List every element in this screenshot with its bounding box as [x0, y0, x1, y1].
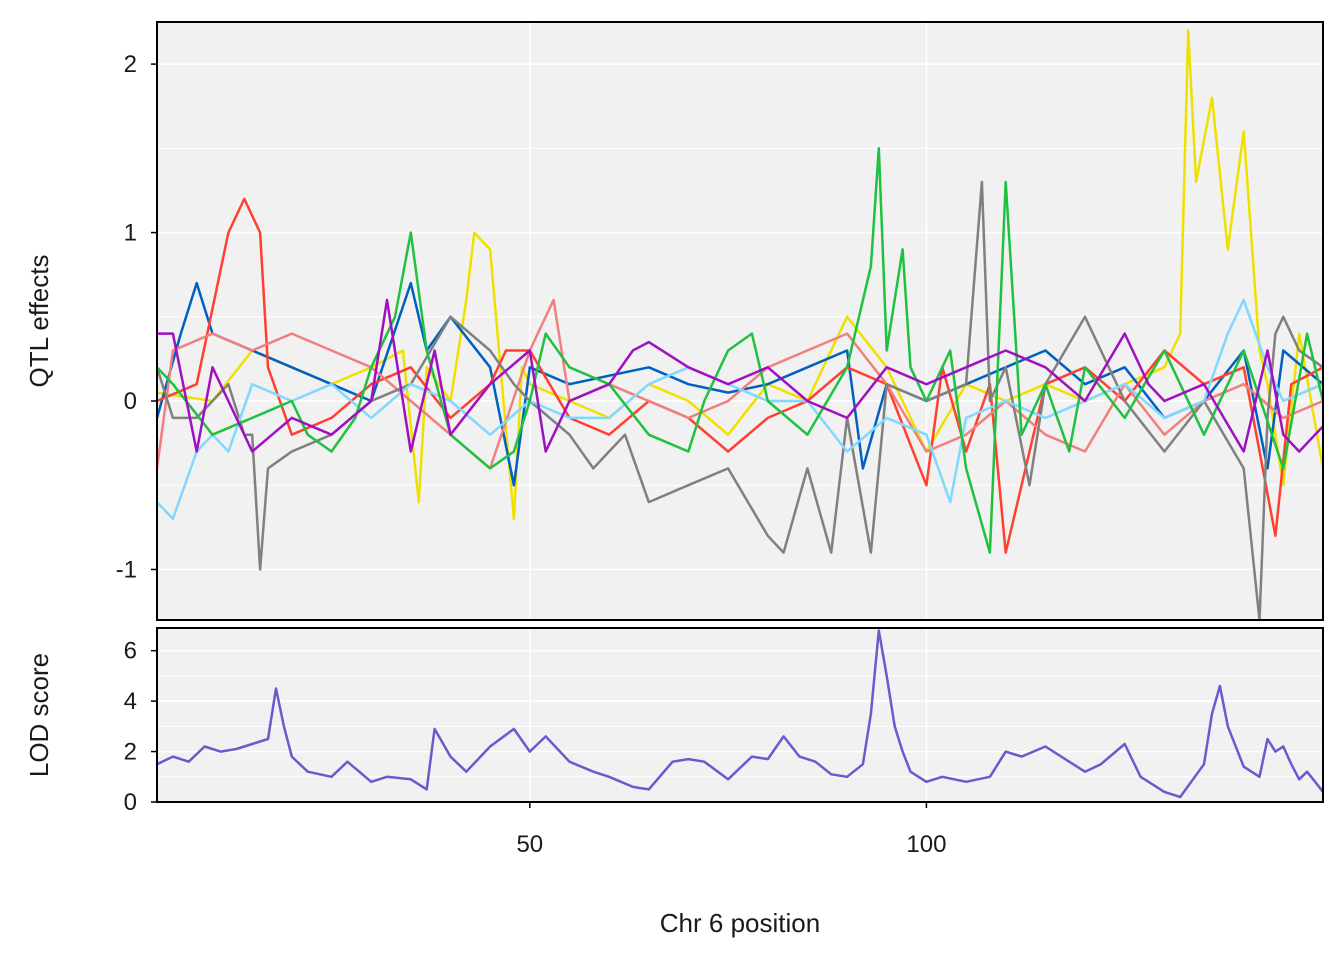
y-tick-label: 0 [124, 789, 137, 816]
effects-y-ticks: -1 0 1 2 [116, 51, 157, 583]
y-tick-label: 2 [124, 51, 137, 78]
x-ticks: 50 100 [516, 802, 946, 858]
effects-panel-border [156, 21, 1324, 621]
y-tick-label: -1 [116, 556, 137, 583]
y-tick-label: 6 [124, 638, 137, 665]
y-tick-label: 2 [124, 739, 137, 766]
lod-y-axis-label: LOD score [24, 653, 54, 777]
y-tick-label: 0 [124, 388, 137, 415]
effects-lines [155, 29, 1325, 622]
effects-series-line-7 [156, 147, 1325, 554]
lod-lines [156, 629, 1324, 799]
effects-series-line-4 [155, 298, 1324, 470]
lod-panel-border [156, 627, 1324, 803]
effects-panel-background [157, 22, 1323, 620]
lod-panel-background [157, 628, 1323, 802]
effects-y-axis-label: QTL effects [24, 255, 54, 388]
x-tick-label: 100 [906, 831, 946, 858]
lod-y-ticks: 0 2 4 6 [124, 638, 157, 816]
x-tick-label: 50 [516, 831, 543, 858]
y-tick-label: 1 [124, 220, 137, 247]
effects-series-line-5 [155, 180, 1324, 622]
x-axis-label: Chr 6 position [660, 908, 820, 938]
effects-series-line-2 [155, 281, 1324, 487]
y-tick-label: 4 [124, 688, 137, 715]
effects-series-line-6 [156, 298, 1324, 521]
lod-series-line-1 [156, 629, 1324, 799]
effects-series-line-8 [157, 298, 1324, 453]
